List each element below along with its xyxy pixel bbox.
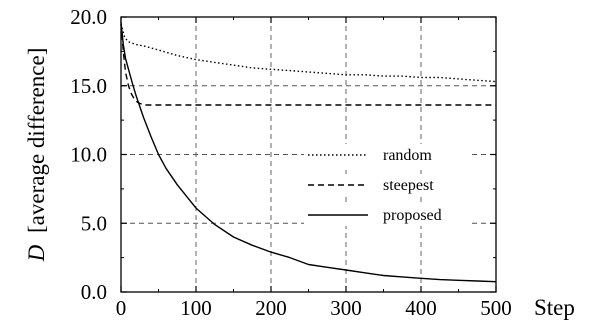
y-tick-label: 20.0 xyxy=(70,5,107,29)
series-line-proposed xyxy=(120,22,497,283)
axis-ticks xyxy=(120,16,497,293)
legend-entry-bg xyxy=(304,174,469,196)
y-tick-label: 15.0 xyxy=(70,74,107,98)
y-axis-description: [average difference] xyxy=(24,48,49,233)
x-tick-label: 200 xyxy=(255,296,287,320)
x-tick-label: 0 xyxy=(116,296,127,320)
y-tick-label: 5.0 xyxy=(81,211,107,235)
x-tick-label: 100 xyxy=(180,296,212,320)
series-lines xyxy=(120,22,497,283)
legend-label-proposed: proposed xyxy=(383,207,442,224)
y-axis-variable: D xyxy=(24,244,49,262)
legend-label-steepest: steepest xyxy=(383,177,434,194)
y-axis-title: D [average difference] xyxy=(24,48,49,263)
y-tick-label: 0.0 xyxy=(81,280,107,304)
tick-labels: 0 100 200 300 400 500 0.0 5.0 10.0 15.0 20.0 xyxy=(70,5,512,320)
legend-entry-bg xyxy=(304,204,469,226)
x-tick-label: 300 xyxy=(330,296,362,320)
y-tick-label: 10.0 xyxy=(70,143,107,167)
x-axis-title: Step xyxy=(534,295,575,320)
legend-label-random: random xyxy=(383,147,432,164)
series-line-random xyxy=(120,23,497,83)
series-line-steepest xyxy=(120,23,496,106)
x-tick-label: 400 xyxy=(405,296,437,320)
x-tick-label: 500 xyxy=(480,296,512,320)
legend-entry-bg xyxy=(304,144,469,166)
legend: random steepest proposed xyxy=(304,144,469,226)
